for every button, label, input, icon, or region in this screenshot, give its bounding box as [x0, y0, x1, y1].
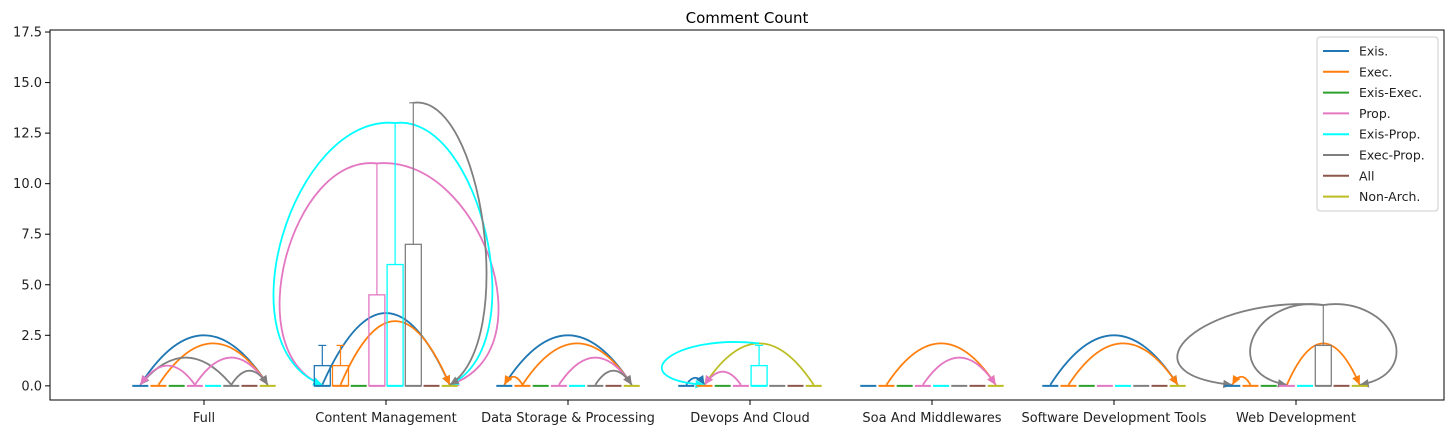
- arc-curve: [558, 356, 633, 386]
- loop-curve: [376, 162, 500, 386]
- legend-entry: Exec.: [1359, 64, 1392, 79]
- plot-frame: [49, 29, 1445, 401]
- arc-curve: [194, 356, 269, 386]
- arc-curve: [139, 364, 196, 386]
- legend-entry: Exec-Prop.: [1359, 148, 1425, 163]
- y-axis: 0.0 2.5 5.0 7.5 10.0 12.5 15.0 17.5: [13, 26, 50, 394]
- loop-curve: [413, 101, 488, 386]
- y-tick-label: 15.0: [13, 76, 42, 91]
- legend-entry: Non-Arch.: [1359, 189, 1420, 204]
- arc-curve: [703, 342, 815, 386]
- loop-curve: [278, 162, 378, 386]
- legend: Exis. Exec. Exis-Exec. Prop. Exis-Prop. Exec-…: [1316, 36, 1439, 212]
- arc-curve: [922, 356, 997, 386]
- legend-entry: All: [1359, 168, 1375, 183]
- loop-curve: [661, 341, 760, 386]
- arc-arrowhead: [623, 375, 632, 385]
- arcs-layer: [139, 101, 1398, 389]
- loop-curve: [1323, 303, 1398, 386]
- x-tick-label: Data Storage & Processing: [481, 411, 655, 426]
- boxes-layer: [313, 102, 1332, 387]
- box: [1314, 344, 1332, 387]
- y-tick-label: 0.0: [21, 379, 42, 394]
- box: [750, 364, 768, 387]
- x-tick-label: Software Development Tools: [1021, 411, 1206, 426]
- x-tick-label: Full: [193, 411, 215, 426]
- arc-arrowhead: [704, 375, 714, 385]
- loop-arrowhead: [449, 376, 460, 385]
- box: [368, 294, 386, 387]
- y-tick-label: 10.0: [13, 177, 42, 192]
- y-tick-label: 7.5: [21, 228, 42, 243]
- arc-arrowhead: [696, 375, 705, 385]
- arc-arrowhead: [140, 375, 149, 385]
- x-tick-label: Web Development: [1236, 411, 1356, 426]
- loop-curve: [1176, 303, 1324, 386]
- arc-curve: [1286, 342, 1361, 386]
- arc-curve: [339, 320, 451, 386]
- arc-arrowhead: [1169, 375, 1178, 385]
- x-axis: Full Content Management Data Storage & Pro…: [193, 400, 1356, 426]
- arc-arrowhead: [987, 375, 996, 385]
- x-tick-label: Content Management: [315, 411, 456, 426]
- loop-curve: [1249, 303, 1324, 386]
- legend-box: [1316, 36, 1439, 212]
- arc-arrowhead: [1352, 374, 1360, 385]
- arc-arrowhead: [259, 375, 268, 385]
- loop-curve: [272, 122, 396, 386]
- box: [386, 263, 404, 387]
- legend-entry: Exis.: [1359, 44, 1388, 59]
- y-tick-label: 17.5: [13, 26, 42, 41]
- arc-arrowhead: [1232, 374, 1241, 385]
- arc-arrowhead: [442, 374, 451, 385]
- y-tick-label: 12.5: [13, 127, 42, 142]
- legend-entry: Exis-Prop.: [1359, 127, 1421, 142]
- legend-entry: Prop.: [1359, 106, 1391, 121]
- arc-arrowhead: [504, 374, 513, 385]
- x-tick-label: Soa And Middlewares: [862, 411, 1001, 426]
- arc-curve: [1067, 342, 1179, 386]
- box: [404, 243, 422, 387]
- x-tick-label: Devops And Cloud: [690, 411, 809, 426]
- legend-entry: Exis-Exec.: [1359, 85, 1422, 100]
- y-tick-label: 2.5: [21, 329, 42, 344]
- loop-curve: [394, 122, 494, 386]
- y-tick-label: 5.0: [21, 278, 42, 293]
- chart-title: Comment Count: [686, 9, 809, 27]
